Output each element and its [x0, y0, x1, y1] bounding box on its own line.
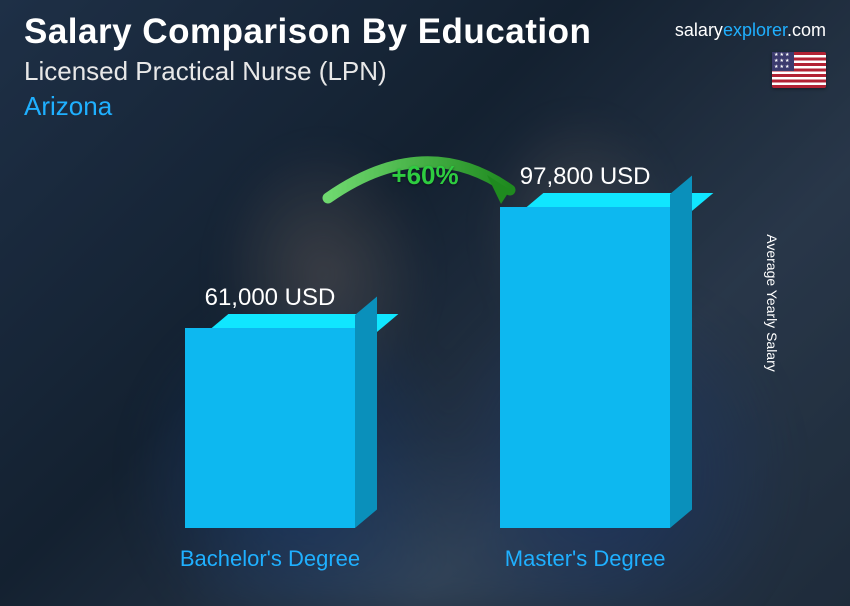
bar-front-face [500, 207, 670, 528]
bar-front-face [185, 328, 355, 528]
bar-bachelors: 61,000 USD Bachelor's Degree [180, 284, 360, 572]
brand-main: salary [675, 20, 723, 40]
y-axis-label: Average Yearly Salary [763, 234, 779, 372]
brand-accent: explorer [723, 20, 787, 40]
bar-category-label: Master's Degree [505, 546, 666, 572]
chart-container: Salary Comparison By Education Licensed … [0, 0, 850, 606]
country-flag-icon [772, 52, 826, 88]
bar-side-face [355, 297, 377, 528]
brand-logo: salaryexplorer.com [675, 20, 826, 41]
bar-shape [185, 328, 355, 528]
bar-side-face [670, 176, 692, 528]
brand-suffix: .com [787, 20, 826, 40]
location-label: Arizona [24, 91, 826, 122]
bar-value-label: 61,000 USD [205, 284, 336, 312]
job-subtitle: Licensed Practical Nurse (LPN) [24, 56, 826, 87]
bar-category-label: Bachelor's Degree [180, 546, 360, 572]
percent-increase-label: +60% [391, 160, 458, 191]
bar-shape [500, 207, 670, 528]
